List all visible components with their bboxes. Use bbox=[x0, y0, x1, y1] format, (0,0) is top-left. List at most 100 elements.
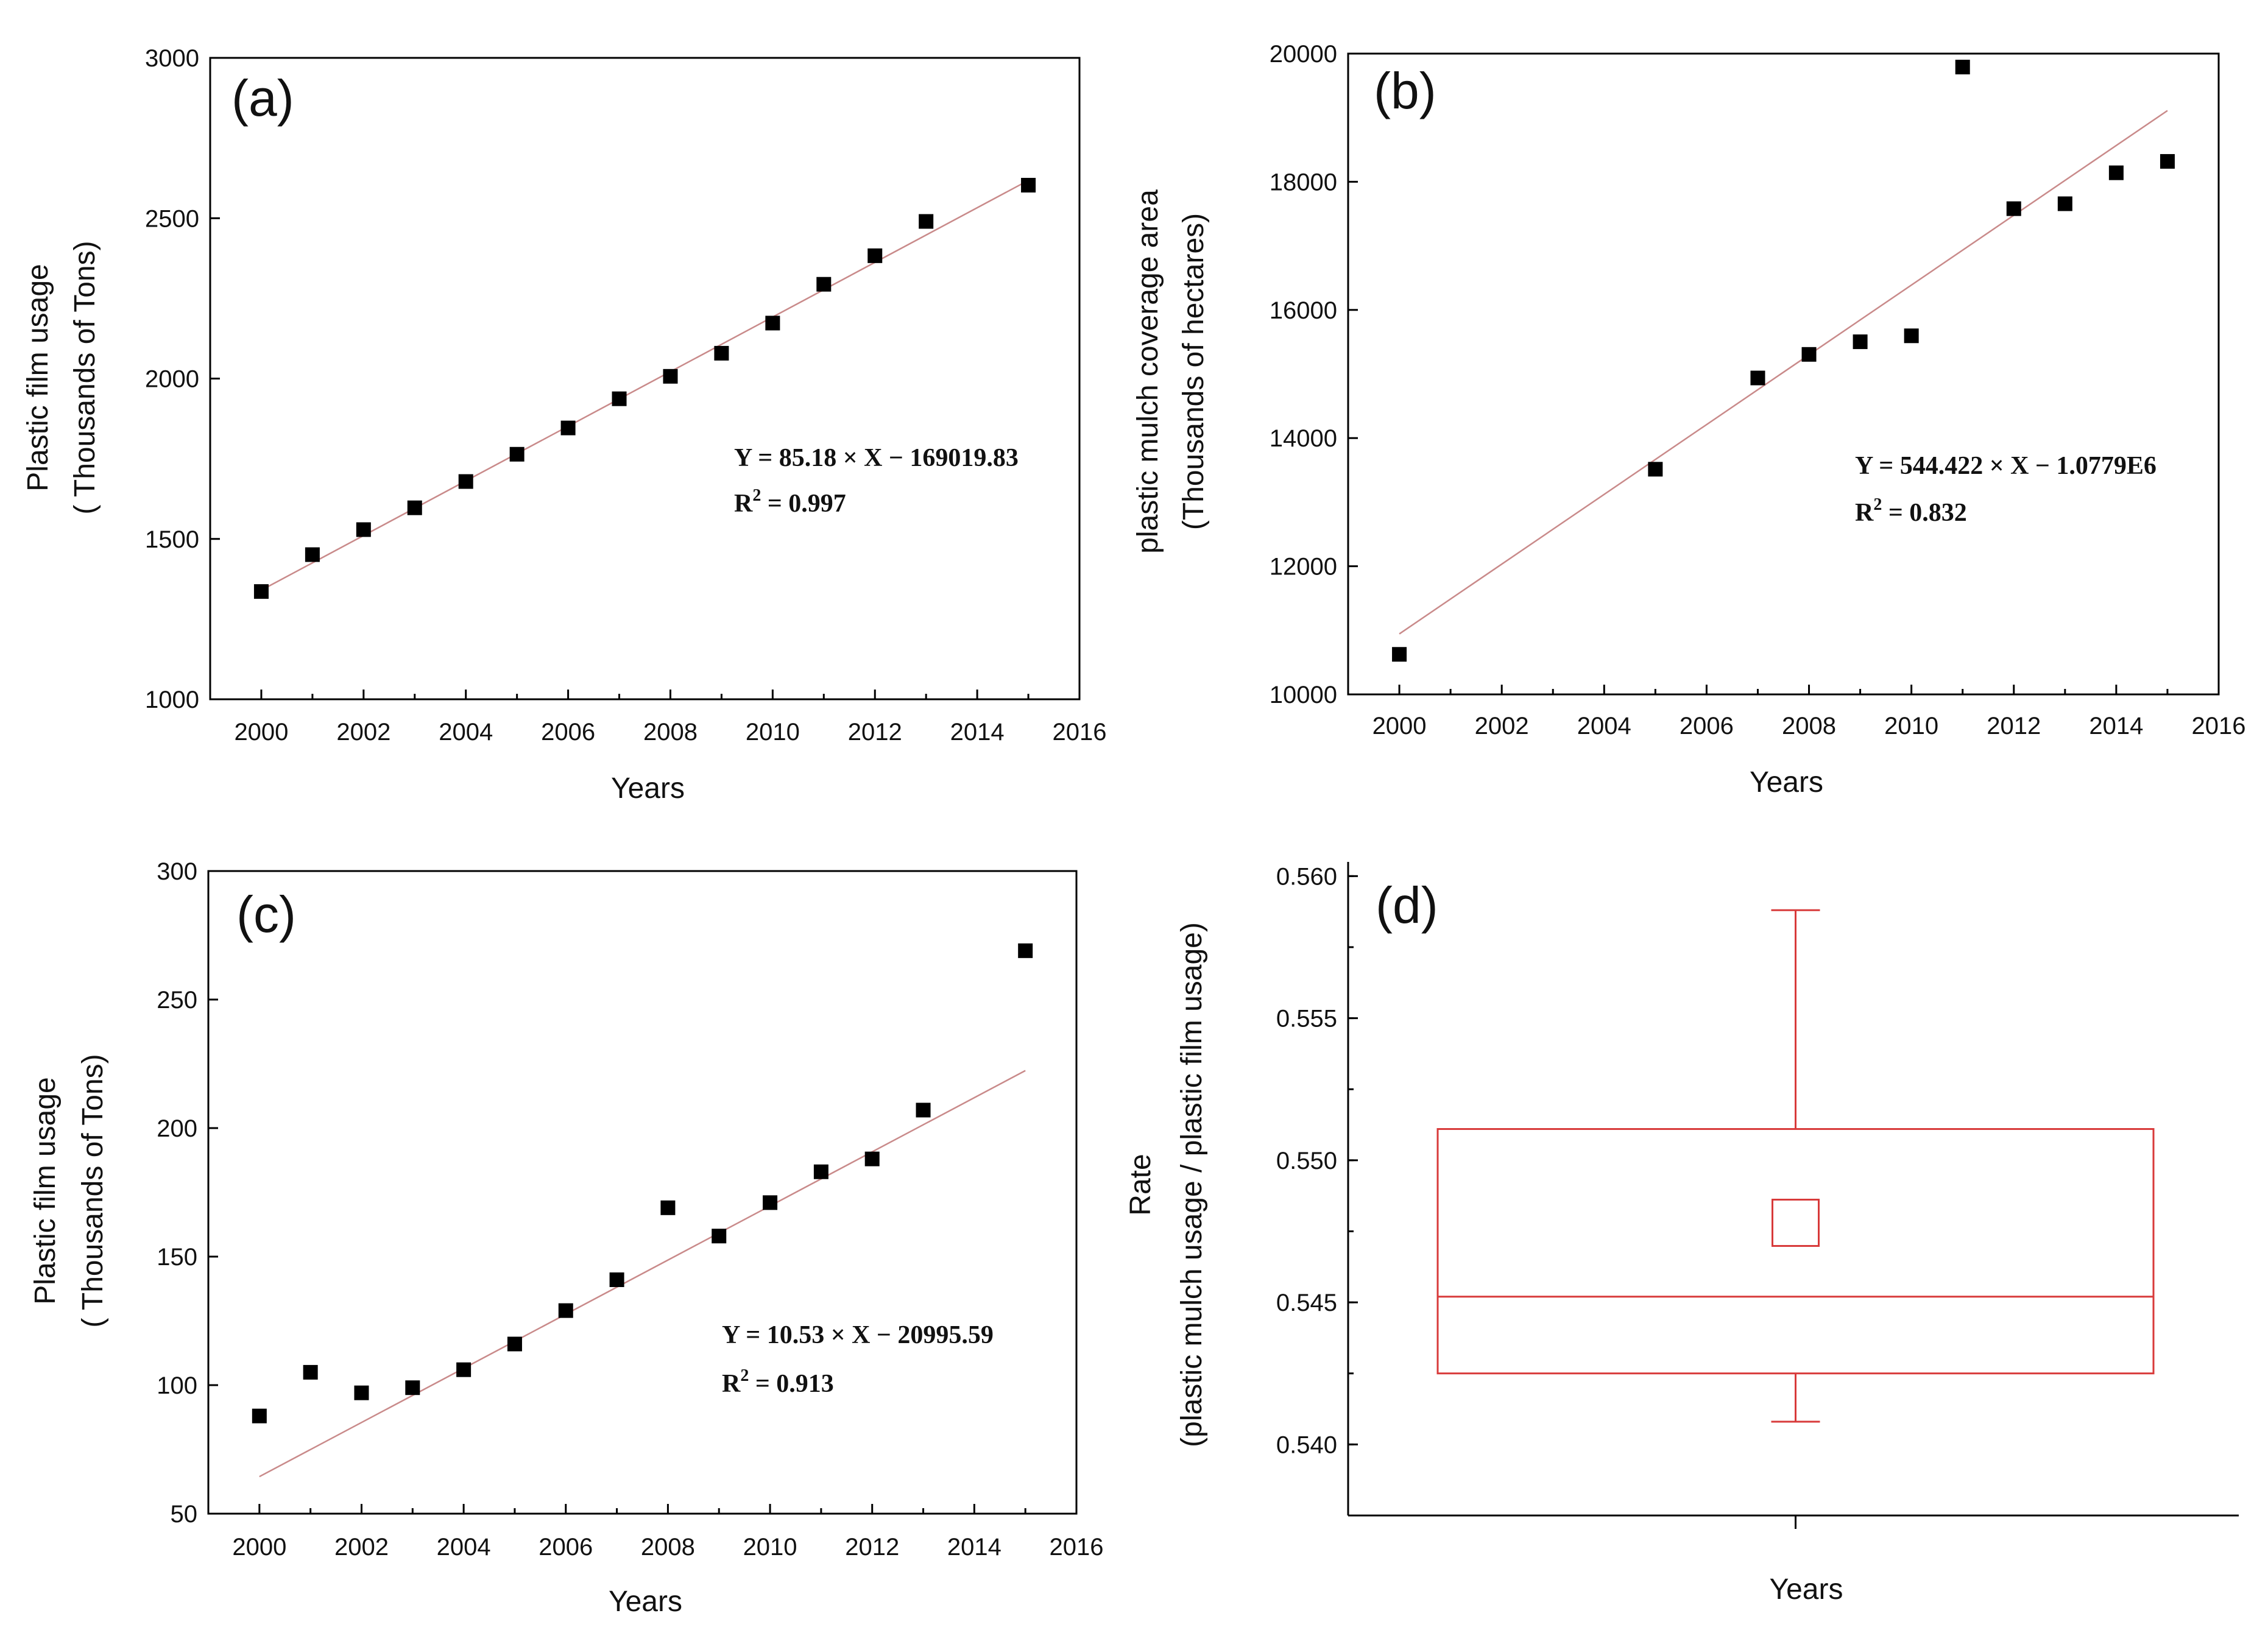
panel-c: (c) 50 100 150 200 250 300 Plastic film usage ( … bbox=[29, 858, 1103, 1618]
data-point bbox=[1955, 60, 1970, 75]
data-point bbox=[660, 1200, 676, 1215]
y-tick-label: 3000 bbox=[145, 45, 199, 72]
y-axis-title-line-2: (Thousands of hectares) bbox=[1178, 213, 1210, 530]
panel-label: (d) bbox=[1376, 877, 1438, 934]
panel-label: (b) bbox=[1374, 62, 1436, 119]
regression-equation: Y = 544.422 × X − 1.0779E6 bbox=[1855, 452, 2157, 480]
data-point bbox=[509, 446, 525, 462]
x-axis-title: Years bbox=[1770, 1573, 1843, 1606]
data-point bbox=[919, 214, 934, 229]
data-point bbox=[864, 1151, 880, 1166]
y-tick-label: 50 bbox=[171, 1501, 198, 1528]
x-tick-label: 2004 bbox=[437, 1534, 491, 1561]
data-point bbox=[458, 474, 473, 489]
data-point bbox=[407, 500, 422, 515]
y-tick-label: 250 bbox=[157, 987, 197, 1014]
x-tick-label: 2000 bbox=[1372, 713, 1427, 739]
y-axis-title-line-2: ( Thousands of Tons) bbox=[77, 1054, 109, 1327]
x-tick-label: 2016 bbox=[1053, 719, 1107, 746]
x-tick-label: 2010 bbox=[746, 719, 800, 746]
x-axis-title: Years bbox=[609, 1586, 682, 1618]
x-tick-label: 2004 bbox=[439, 719, 493, 746]
data-point bbox=[1904, 328, 1919, 344]
data-point bbox=[253, 584, 269, 599]
data-point bbox=[2006, 201, 2021, 216]
regression-line bbox=[261, 180, 1029, 591]
y-tick-label: 0.540 bbox=[1276, 1431, 1337, 1458]
x-tick-label: 2000 bbox=[232, 1534, 286, 1561]
data-point bbox=[2057, 196, 2072, 211]
data-point bbox=[1648, 462, 1663, 477]
x-tick-label: 2002 bbox=[334, 1534, 389, 1561]
plot-frame bbox=[209, 57, 1081, 700]
y-axis-title-line-1: Rate bbox=[1125, 1154, 1157, 1215]
r-squared: R2 = 0.832 bbox=[1855, 495, 1967, 527]
panel-label: (a) bbox=[231, 69, 294, 127]
data-point bbox=[712, 1229, 727, 1244]
x-axis-title: Years bbox=[611, 772, 685, 805]
x-tick-label: 2010 bbox=[1884, 713, 1938, 739]
x-tick-label: 2016 bbox=[2192, 713, 2246, 739]
data-point bbox=[456, 1362, 472, 1377]
data-point bbox=[356, 522, 371, 537]
x-tick-label: 2014 bbox=[950, 719, 1005, 746]
data-point bbox=[305, 547, 320, 562]
data-point bbox=[916, 1103, 931, 1118]
r-squared: R2 = 0.913 bbox=[722, 1366, 834, 1398]
y-tick-label: 0.555 bbox=[1276, 1006, 1337, 1032]
y-axis-title-line-2: ( Thousands of Tons) bbox=[69, 241, 101, 514]
x-tick-label: 2002 bbox=[336, 719, 390, 746]
data-point bbox=[1801, 347, 1817, 362]
y-tick-label: 12000 bbox=[1270, 554, 1337, 580]
data-point bbox=[813, 1164, 828, 1179]
regression-line bbox=[1399, 110, 2168, 635]
x-tick-label: 2014 bbox=[947, 1534, 1002, 1561]
data-point bbox=[507, 1336, 522, 1352]
plot-frame bbox=[1347, 52, 2220, 696]
panel-label: (c) bbox=[236, 886, 296, 943]
panel-d: (d) 0.540 0.545 0.550 0.555 0.560 Rate (plastic… bbox=[1125, 862, 2239, 1606]
y-tick-label: 0.545 bbox=[1276, 1290, 1337, 1316]
data-point bbox=[609, 1272, 624, 1287]
y-tick-label: 0.560 bbox=[1276, 863, 1337, 890]
x-tick-label: 2012 bbox=[848, 719, 902, 746]
data-point bbox=[1853, 334, 1868, 350]
data-point bbox=[1750, 370, 1765, 386]
y-tick-label: 0.550 bbox=[1276, 1148, 1337, 1174]
x-tick-label: 2006 bbox=[541, 719, 595, 746]
panel-b: (b) 10000 12000 14000 16000 18000 20000 plastic… bbox=[1132, 41, 2245, 799]
x-tick-label: 2006 bbox=[1680, 713, 1734, 739]
data-point bbox=[816, 277, 832, 292]
data-point bbox=[714, 345, 729, 361]
mean-marker bbox=[1772, 1198, 1820, 1247]
x-tick-label: 2016 bbox=[1050, 1534, 1104, 1561]
data-point bbox=[1021, 178, 1036, 193]
y-tick-label: 2500 bbox=[145, 205, 199, 232]
x-tick-label: 2014 bbox=[2089, 713, 2143, 739]
data-point bbox=[763, 1195, 778, 1210]
data-point bbox=[252, 1408, 267, 1424]
data-point bbox=[765, 316, 780, 331]
x-tick-label: 2002 bbox=[1475, 713, 1529, 739]
x-tick-label: 2008 bbox=[643, 719, 698, 746]
regression-equation: Y = 85.18 × X − 169019.83 bbox=[734, 444, 1019, 472]
data-point bbox=[1018, 943, 1033, 958]
data-point bbox=[560, 420, 576, 436]
iqr-box bbox=[1436, 1128, 2155, 1375]
data-point bbox=[303, 1364, 318, 1380]
data-point bbox=[2108, 165, 2124, 180]
y-tick-label: 20000 bbox=[1270, 41, 1337, 68]
y-tick-label: 300 bbox=[157, 858, 197, 885]
y-tick-label: 200 bbox=[157, 1115, 197, 1142]
x-tick-label: 2000 bbox=[234, 719, 288, 746]
data-point bbox=[663, 369, 678, 384]
x-tick-label: 2008 bbox=[1782, 713, 1836, 739]
data-point bbox=[2160, 153, 2175, 169]
y-tick-label: 2000 bbox=[145, 366, 199, 393]
data-point bbox=[1392, 647, 1407, 662]
panel-a: (a) 1000 1500 2000 2500 3000 Plastic film usag… bbox=[22, 45, 1106, 805]
x-axis-title: Years bbox=[1750, 766, 1823, 799]
y-axis-title-line-1: plastic mulch coverage area bbox=[1132, 189, 1164, 554]
y-axis-title-line-2: (plastic mulch usage / plastic film usag… bbox=[1176, 922, 1208, 1447]
